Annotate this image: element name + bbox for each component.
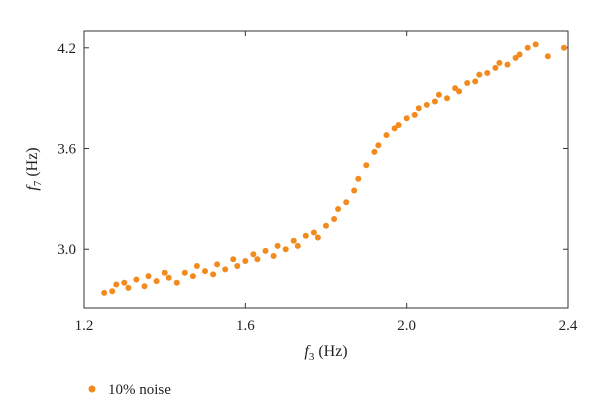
y-tick-label: 4.2: [57, 41, 76, 57]
data-point: [254, 256, 261, 263]
data-point: [109, 288, 116, 295]
data-point: [524, 44, 531, 51]
data-point: [242, 258, 249, 264]
data-point: [375, 142, 382, 149]
data-point: [101, 289, 108, 296]
data-point: [262, 247, 269, 254]
x-tick-label: 2.0: [397, 318, 416, 334]
axis-ticks: [83, 31, 569, 308]
legend-label: 10% noise: [108, 382, 171, 398]
data-point: [214, 261, 221, 268]
data-point: [161, 269, 168, 276]
legend-marker: [88, 385, 96, 393]
data-point: [472, 78, 479, 85]
data-point: [234, 263, 241, 269]
data-point: [153, 278, 160, 285]
data-point: [294, 242, 301, 249]
data-point: [189, 273, 196, 280]
data-point: [125, 284, 132, 291]
data-point: [452, 85, 459, 92]
data-point: [323, 222, 329, 229]
data-point: [363, 162, 370, 169]
y-tick-label: 3.0: [57, 242, 76, 258]
data-point: [173, 279, 180, 286]
x-axis-label: f3 (Hz): [304, 343, 347, 363]
data-point: [464, 80, 471, 86]
y-axis-label: f7 (Hz): [24, 147, 44, 190]
data-point: [343, 199, 350, 206]
data-point: [302, 232, 309, 239]
data-point: [274, 242, 281, 249]
data-point: [282, 246, 289, 253]
data-point: [395, 122, 402, 128]
data-point: [492, 64, 499, 71]
plot-frame: [83, 30, 569, 309]
data-point: [202, 268, 208, 275]
data-point: [193, 263, 200, 269]
data-point: [314, 234, 321, 241]
data-point: [423, 101, 430, 108]
data-point: [456, 88, 463, 95]
data-point: [121, 279, 128, 286]
x-tick-label: 1.2: [75, 318, 94, 334]
data-point: [331, 216, 338, 222]
data-point: [561, 44, 567, 51]
data-point: [141, 283, 148, 290]
data-point: [544, 53, 551, 60]
data-point: [444, 95, 450, 102]
data-point: [415, 105, 422, 112]
data-point: [351, 187, 358, 194]
data-point: [371, 148, 378, 155]
data-point: [210, 271, 217, 278]
data-point: [383, 132, 390, 139]
data-point: [145, 273, 152, 280]
tick-labels: 1.2 1.6 2.0 2.4 3.0 3.6 4.2: [57, 41, 578, 334]
data-point: [391, 125, 398, 132]
data-point: [484, 70, 491, 76]
data-point: [270, 253, 277, 259]
data-point: [496, 59, 503, 66]
data-point: [310, 229, 317, 236]
data-point: [403, 115, 410, 122]
x-tick-label: 1.6: [236, 318, 255, 334]
data-point: [411, 111, 418, 118]
data-point: [113, 281, 120, 288]
data-point: [512, 54, 519, 61]
data-point: [290, 237, 297, 244]
data-point: [165, 274, 172, 281]
data-point: [516, 51, 523, 58]
data-point: [250, 251, 257, 258]
data-point: [431, 98, 438, 105]
data-point: [435, 91, 442, 98]
y-tick-label: 3.6: [57, 142, 76, 158]
data-points: [101, 41, 567, 296]
data-point: [532, 41, 539, 48]
data-point: [230, 256, 237, 263]
data-point: [335, 206, 342, 212]
x-tick-label: 2.4: [559, 318, 578, 334]
data-point: [181, 269, 188, 276]
legend: 10% noise: [88, 382, 171, 398]
data-point: [222, 266, 229, 273]
data-point: [133, 276, 140, 283]
data-point: [476, 71, 483, 78]
data-point: [355, 175, 362, 182]
data-point: [504, 61, 511, 68]
